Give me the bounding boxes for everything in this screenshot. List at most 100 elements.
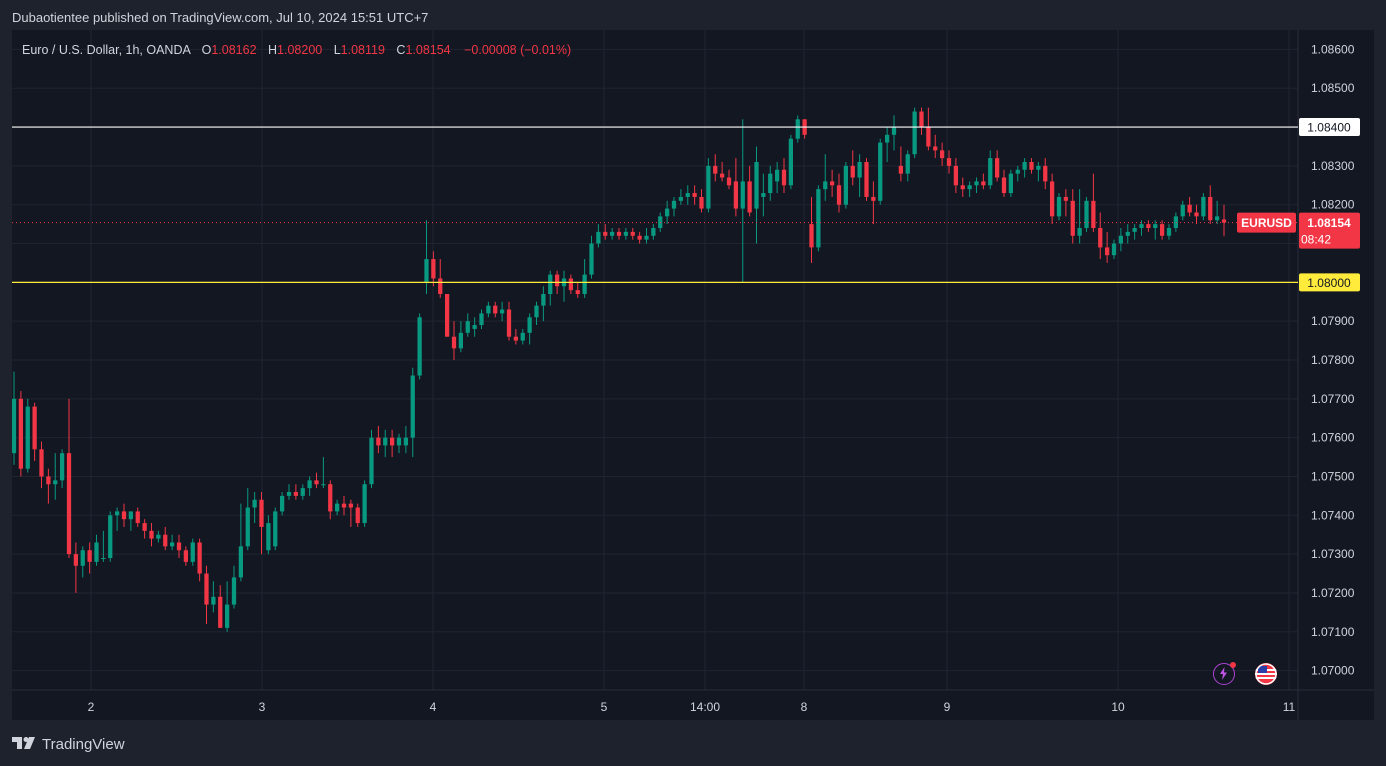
last-price-tag [1299,212,1360,249]
candle-body [142,523,147,531]
candle-body [1008,173,1014,194]
candle-body [279,495,285,512]
candle-body [644,235,649,240]
candle-body [582,274,587,294]
x-tick-label: 14:00 [690,700,720,714]
candle-body [829,181,835,186]
candle-body [238,546,244,578]
candle-body [1098,228,1103,248]
candle-body [259,499,264,527]
high-value: 1.08200 [277,43,323,57]
symbol-tag [1237,212,1296,233]
candle-body [128,511,134,520]
candle-body [300,488,305,496]
candle-body [101,558,106,559]
candle-body [314,480,319,485]
candle-body [1221,219,1227,223]
candle-body [912,111,917,155]
candle-body [871,196,876,201]
candle-body [713,165,718,174]
chart-canvas[interactable]: 1.08600 1.08500 1.08400 1.08300 1.08200 1.081… [12,30,1374,720]
candle-body [376,437,381,446]
candle-body [589,243,594,275]
lightning-icon[interactable] [1213,662,1236,685]
tradingview-logo-icon [12,736,38,753]
candle-body [25,406,30,469]
candle-body [149,530,154,539]
candle-body [788,138,794,186]
symbol-tag-label: EURUSD [1241,216,1292,230]
low-key: L [333,43,341,57]
candle-body [266,523,271,551]
candle-body [231,577,237,605]
candle-body [568,278,574,291]
chart-area[interactable]: 1.08600 1.08500 1.08400 1.08300 1.08200 1.081… [12,30,1374,720]
y-tick-label: 1.07900 [1311,314,1355,328]
candle-body [121,511,127,520]
open-value: 1.08162 [211,43,257,57]
candle-body [836,185,842,205]
candle-body [678,196,684,201]
low-value: 1.08119 [340,43,385,57]
candle-body [616,231,622,236]
candle-body [534,305,539,318]
y-tick-label: 1.07600 [1311,431,1355,445]
us-flag-icon[interactable] [1255,663,1277,685]
candle-body [1166,228,1172,236]
candle-body [341,503,347,508]
brand-name: TradingView [42,736,125,753]
y-tick-label: 1.07100 [1311,625,1355,639]
candle-body [190,542,195,562]
candle-body [12,398,17,454]
candle-body [939,150,945,159]
publish-header: Dubaotientee published on TradingView.co… [12,10,429,25]
candle-body [781,169,787,186]
candle-body [527,317,532,333]
candle-body [891,127,897,135]
y-tick-label: 1.07500 [1311,469,1355,483]
x-tick-label: 10 [1111,700,1125,714]
candle-body [424,259,429,283]
candle-body [864,162,869,197]
candle-body [293,492,299,496]
y-tick-label: 1.07000 [1311,664,1355,678]
candle-body [726,177,732,186]
candle-body [1070,200,1075,236]
candle-body [32,406,37,450]
candle-body [431,259,436,279]
candle-body [204,573,209,605]
candle-body [286,492,292,496]
candle-body [169,542,175,547]
candle-body [1132,228,1137,232]
candle-body [1104,247,1110,256]
close-value: 1.08154 [405,43,451,57]
candle-body [444,294,450,337]
x-tick-label: 9 [944,700,951,714]
y-tick-label: 1.07800 [1311,353,1355,367]
level-tag [1299,273,1360,292]
close-key: C [396,43,406,57]
candle-body [389,437,395,446]
candle-body [46,476,51,485]
x-tick-label: 5 [601,700,608,714]
candle-body [1111,243,1117,256]
candle-body [362,484,367,524]
candle-body [211,596,216,605]
x-tick-label: 4 [430,700,437,714]
y-tick-label: 1.08200 [1311,198,1355,212]
candle-body [479,313,484,326]
candle-body [603,231,608,236]
candle-body [809,224,814,248]
candle-body [396,437,402,446]
candle-body [926,127,931,147]
candle-body [740,181,745,209]
tradingview-brand[interactable]: TradingView [12,736,125,753]
candle-body [768,173,773,194]
candle-body [994,158,1000,178]
candle-body [692,193,697,197]
candle-body [960,185,965,190]
candle-body [1036,165,1041,170]
candle-body [1043,165,1048,182]
candle-body [66,453,72,555]
candle-body [1118,235,1124,244]
